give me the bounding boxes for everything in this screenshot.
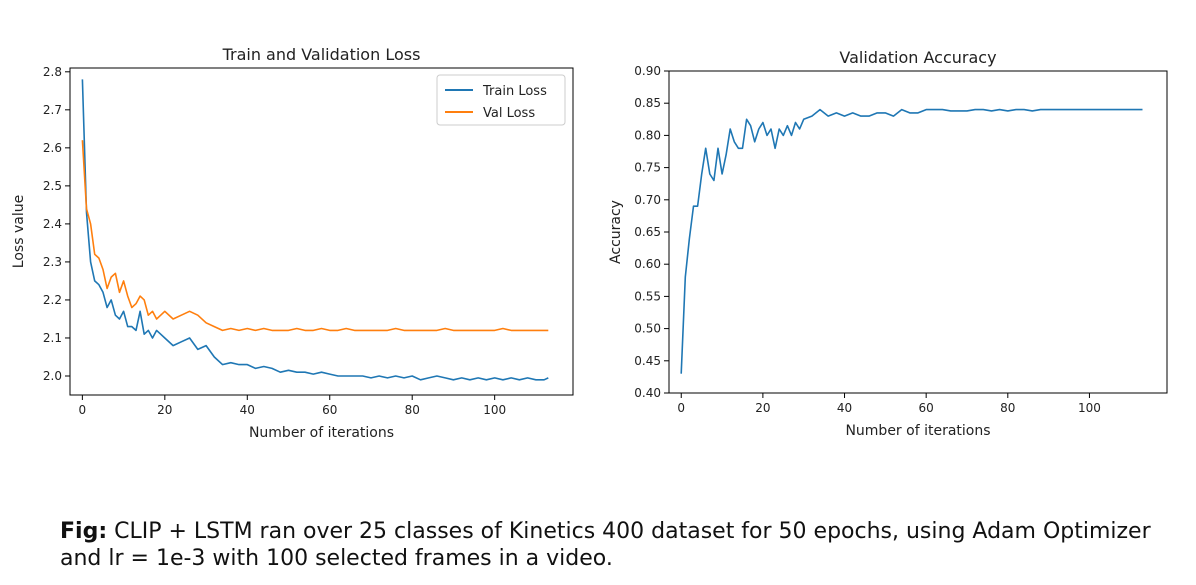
x-tick-label: 80 [405, 403, 420, 417]
x-tick-label: 100 [1078, 401, 1101, 415]
y-tick-label: 2.0 [43, 369, 62, 383]
x-tick-label: 20 [755, 401, 770, 415]
y-tick-label: 0.90 [634, 64, 661, 78]
legend: Train Loss Val Loss [436, 74, 566, 126]
y-tick-label: 2.1 [43, 331, 62, 345]
chart-2: Validation Accuracy 0 20 40 60 80 100 0.40 0.45 0… [608, 48, 1168, 439]
y-tick-label: 0.60 [634, 257, 661, 271]
y-tick-label: 0.75 [634, 161, 661, 175]
x-tick-label: 0 [79, 403, 87, 417]
y-tick-label: 2.3 [43, 255, 62, 269]
x-tick-label: 40 [240, 403, 255, 417]
axes-frame [668, 70, 1168, 394]
x-tick-label: 80 [1000, 401, 1015, 415]
y-tick-label: 2.8 [43, 65, 62, 79]
y-axis-label: Accuracy [608, 200, 624, 264]
chart-title: Validation Accuracy [839, 48, 996, 67]
y-tick-label: 0.45 [634, 354, 661, 368]
axes-frame [69, 67, 574, 396]
chart-title: Train and Validation Loss [222, 45, 421, 64]
x-tick-label: 40 [837, 401, 852, 415]
y-tick-label: 2.2 [43, 293, 62, 307]
x-tick-label: 0 [677, 401, 685, 415]
series-line-1 [680, 108, 1143, 374]
y-tick-label: 2.6 [43, 141, 62, 155]
y-tick-label: 2.5 [43, 179, 62, 193]
legend-label: Val Loss [483, 106, 535, 121]
x-tick-label: 60 [919, 401, 934, 415]
x-tick-label: 60 [322, 403, 337, 417]
y-tick-label: 2.7 [43, 103, 62, 117]
chart-1: Train and Validation Loss 0 20 40 60 80 100 2.0… [11, 45, 574, 441]
series-line-2 [81, 140, 549, 332]
y-tick-label: 0.80 [634, 128, 661, 142]
charts-canvas: Train and Validation Loss 0 20 40 60 80 100 2.0… [11, 45, 1168, 441]
y-tick-label: 0.40 [634, 386, 661, 400]
x-axis-label: Number of iterations [249, 425, 394, 441]
x-tick-label: 100 [483, 403, 506, 417]
x-tick-label: 20 [157, 403, 172, 417]
y-tick-label: 0.55 [634, 289, 661, 303]
figure-caption: Fig: CLIP + LSTM ran over 25 classes of … [60, 518, 1170, 572]
y-tick-label: 0.85 [634, 96, 661, 110]
legend-label: Train Loss [482, 84, 547, 99]
y-tick-label: 0.70 [634, 193, 661, 207]
y-tick-label: 2.4 [43, 217, 62, 231]
y-tick-label: 0.65 [634, 225, 661, 239]
y-axis-label: Loss value [11, 195, 27, 268]
caption-text: CLIP + LSTM ran over 25 classes of Kinet… [60, 519, 1151, 571]
caption-label: Fig: [60, 519, 108, 544]
x-axis-label: Number of iterations [845, 423, 990, 439]
series-line-1 [81, 79, 549, 381]
y-tick-label: 0.50 [634, 322, 661, 336]
